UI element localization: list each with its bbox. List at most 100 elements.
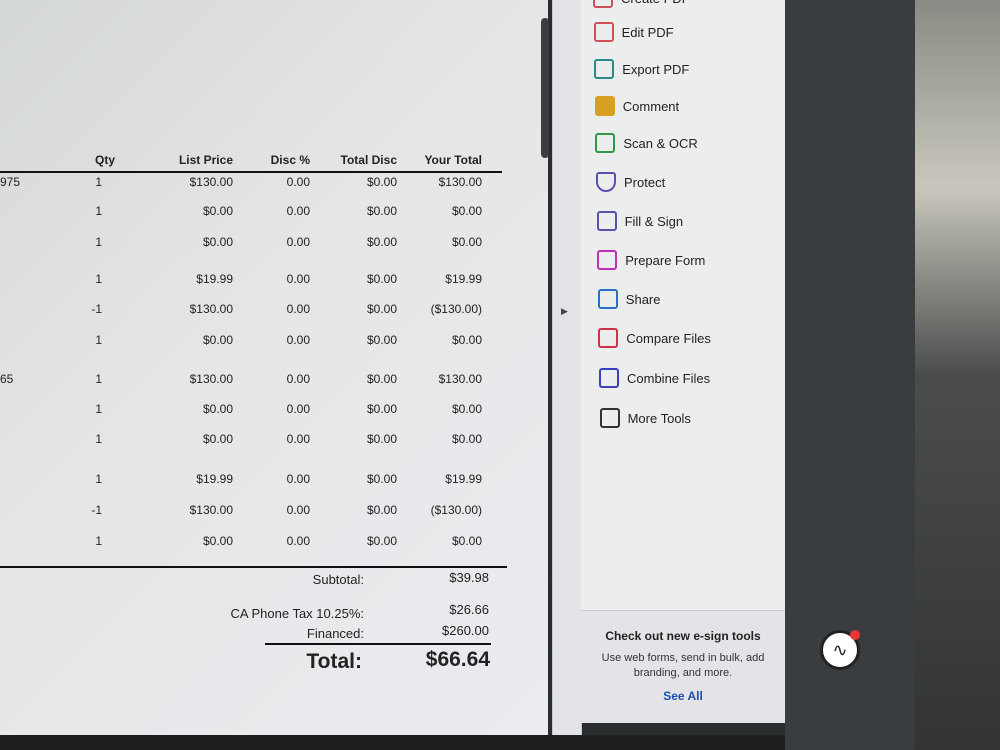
tool-label: Edit PDF [621,24,674,40]
tool-label: Protect [624,174,666,190]
cell-tdisc: $0.00 [366,432,397,446]
tool-label: Export PDF [622,61,690,77]
cell-list: $19.99 [196,472,233,486]
column-header: List Price [178,153,233,167]
cell-disc: 0.00 [286,372,310,386]
tool-scan-ocr[interactable]: Scan & OCR [595,133,698,153]
cell-disc: 0.00 [286,534,310,548]
tool-fill-sign[interactable]: Fill & Sign [596,211,683,231]
header-rule [0,171,502,173]
wrench-icon [599,408,620,428]
tool-more-tools[interactable]: More Tools [599,408,691,428]
scrollbar[interactable] [541,18,549,158]
cell-tdisc: $0.00 [366,204,397,218]
cell-total: $0.00 [451,534,482,548]
tool-export-pdf[interactable]: Export PDF [594,59,689,79]
export-pdf-icon [594,59,615,79]
tool-label: Prepare Form [625,252,706,268]
tool-create-pdf[interactable]: Create PDF [593,0,690,8]
cell-total: $0.00 [451,402,482,416]
cell-disc: 0.00 [286,272,310,286]
cell-qty: 1 [95,333,102,347]
tool-combine-files[interactable]: Combine Files [599,368,710,388]
cell-list: $0.00 [202,333,233,347]
cell-list: $130.00 [189,175,233,189]
cell-tdisc: $0.00 [366,534,397,548]
column-header: Total Disc [340,153,397,167]
cell-tdisc: $0.00 [366,333,397,347]
item-ref: 975 [0,175,21,189]
total-label: Total: [306,650,362,673]
see-all-link[interactable]: See All [663,689,703,703]
cell-qty: 1 [95,402,102,416]
cell-list: $0.00 [202,432,233,446]
promo-body: Use web forms, send in bulk, add brandin… [601,652,765,679]
share-icon [597,289,618,309]
total-rule [265,643,491,645]
item-ref: 65 [0,372,14,386]
column-header: Your Total [424,153,482,167]
column-header: Qty [94,153,115,167]
cell-total: $0.00 [451,204,482,218]
background-scene [915,0,1000,750]
cell-disc: 0.00 [286,472,310,486]
cell-total: $19.99 [445,272,482,286]
cell-qty: 1 [95,175,102,189]
messenger-icon: ∿ [832,639,848,660]
cell-qty: 1 [95,372,102,386]
cell-tdisc: $0.00 [366,503,397,517]
cell-list: $130.00 [189,302,233,316]
cell-qty: 1 [95,272,102,286]
screen-bottom-edge [0,735,785,750]
pdf-document: Qty List Price Disc % Total Disc Your Total … [0,0,549,735]
tax-value: $26.66 [449,602,489,617]
cell-list: $0.00 [202,235,233,249]
tool-label: Create PDF [621,0,690,6]
column-header: Disc % [270,153,310,167]
cell-qty: -1 [91,302,102,316]
tool-label: Combine Files [627,370,711,386]
tool-edit-pdf[interactable]: Edit PDF [593,22,674,42]
form-icon [597,250,618,270]
shield-icon [596,172,616,192]
messenger-chat-button[interactable]: ∿ [820,630,860,670]
tax-label: CA Phone Tax 10.25%: [230,606,364,621]
cell-disc: 0.00 [286,333,310,347]
tool-label: Comment [622,98,680,114]
cell-disc: 0.00 [286,204,310,218]
cell-qty: 1 [95,472,102,486]
cell-disc: 0.00 [286,235,310,249]
tool-share[interactable]: Share [597,289,661,309]
cell-disc: 0.00 [286,503,310,517]
screen-bezel [785,0,915,750]
tool-comment[interactable]: Comment [594,96,680,116]
cell-disc: 0.00 [286,175,310,189]
tool-label: Share [625,291,661,307]
combine-icon [599,368,619,388]
cell-disc: 0.00 [286,402,310,416]
tool-compare-files[interactable]: Compare Files [598,328,711,348]
cell-list: $130.00 [189,372,233,386]
cell-tdisc: $0.00 [366,302,397,316]
tool-protect[interactable]: Protect [596,172,665,192]
tool-label: More Tools [627,410,691,426]
cell-qty: -1 [91,503,102,517]
tool-label: Compare Files [626,330,711,346]
cell-qty: 1 [95,534,102,548]
cell-tdisc: $0.00 [366,272,397,286]
cell-list: $0.00 [202,204,233,218]
collapse-panel-arrow-icon[interactable]: ▶ [561,306,568,316]
cell-total: $19.99 [445,472,482,486]
tool-prepare-form[interactable]: Prepare Form [597,250,705,270]
subtotal-value: $39.98 [449,570,489,585]
cell-tdisc: $0.00 [366,175,397,189]
promo-title: Check out new e-sign tools [605,629,761,643]
cell-qty: 1 [95,235,102,249]
cell-tdisc: $0.00 [366,235,397,249]
cell-list: $0.00 [202,534,233,548]
compare-icon [598,328,619,348]
sign-icon [596,211,617,231]
create-pdf-icon [593,0,613,8]
cell-total: $130.00 [438,372,482,386]
total-value: $66.64 [425,648,490,671]
